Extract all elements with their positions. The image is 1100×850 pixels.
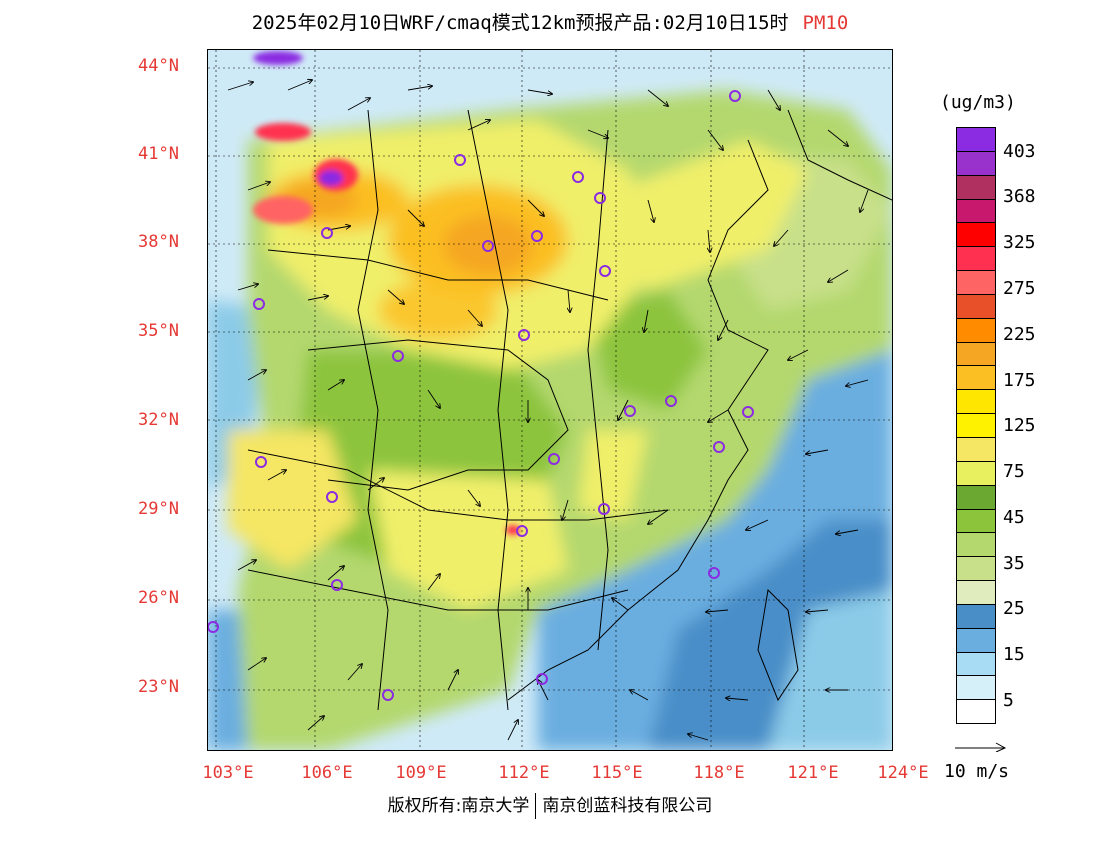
- lon-label-106: 106°E: [301, 763, 353, 783]
- colorbar-label: 45: [1003, 507, 1025, 528]
- lon-label-115: 115°E: [591, 763, 643, 783]
- colorbar-swatch: [957, 676, 995, 701]
- lat-label-41: 41°N: [138, 144, 179, 164]
- lat-label-23: 23°N: [138, 677, 179, 697]
- title-main: 2025年02月10日WRF/cmaq模式12km预报产品:02月10日15时: [251, 12, 789, 34]
- colorbar-swatch: [957, 700, 995, 724]
- colorbar-swatch: [957, 128, 995, 152]
- colorbar-label: 403: [1003, 141, 1036, 162]
- colorbar-swatch: [957, 437, 995, 462]
- colorbar-swatch: [957, 247, 995, 272]
- colorbar-label: 75: [1003, 461, 1025, 482]
- map-canvas: [208, 50, 892, 750]
- lon-label-118: 118°E: [693, 763, 745, 783]
- colorbar-label: 225: [1003, 324, 1036, 345]
- copyright-left: 版权所有:南京大学: [387, 796, 530, 816]
- colorbar-label: 325: [1003, 232, 1036, 253]
- colorbar-swatch: [957, 414, 995, 438]
- colorbar-swatch: [957, 390, 995, 415]
- colorbar-label: 125: [1003, 415, 1036, 436]
- lat-label-44: 44°N: [138, 56, 179, 76]
- map-title: 2025年02月10日WRF/cmaq模式12km预报产品:02月10日15时 P…: [0, 8, 1100, 35]
- copyright-footer: 版权所有:南京大学 南京创蓝科技有限公司: [0, 791, 1100, 819]
- colorbar: [956, 127, 996, 724]
- colorbar-unit: (ug/m3): [940, 92, 1016, 113]
- colorbar-label: 15: [1003, 644, 1025, 665]
- colorbar-swatch: [957, 199, 995, 224]
- colorbar-swatch: [957, 485, 995, 510]
- colorbar-swatch: [957, 175, 995, 200]
- pollutant-label: PM10: [802, 12, 849, 34]
- colorbar-label: 5: [1003, 690, 1014, 711]
- city-stations: [208, 90, 754, 701]
- lat-label-38: 38°N: [138, 232, 179, 252]
- colorbar-label: 35: [1003, 553, 1025, 574]
- wind-reference-label: 10 m/s: [944, 761, 1010, 782]
- lat-label-29: 29°N: [138, 499, 179, 519]
- wind-reference-arrow: [955, 742, 1007, 752]
- footer-divider: [535, 793, 537, 819]
- lon-label-124: 124°E: [877, 763, 929, 783]
- lon-label-103: 103°E: [202, 763, 254, 783]
- colorbar-swatch: [957, 581, 995, 605]
- colorbar-swatch: [957, 151, 995, 176]
- colorbar-swatch: [957, 461, 995, 486]
- colorbar-swatch: [957, 652, 995, 677]
- wind-vectors: [227, 80, 869, 741]
- colorbar-swatch: [957, 223, 995, 248]
- colorbar-swatch: [957, 271, 995, 295]
- lat-label-35: 35°N: [138, 321, 179, 341]
- colorbar-swatch: [957, 604, 995, 629]
- colorbar-swatch: [957, 628, 995, 653]
- lon-label-112: 112°E: [498, 763, 550, 783]
- colorbar-swatch: [957, 366, 995, 391]
- colorbar-label: 175: [1003, 370, 1036, 391]
- lon-label-121: 121°E: [787, 763, 839, 783]
- lat-label-26: 26°N: [138, 588, 179, 608]
- pm10-peaks: [253, 51, 520, 535]
- lat-label-32: 32°N: [138, 410, 179, 430]
- colorbar-label: 275: [1003, 278, 1036, 299]
- copyright-right: 南京创蓝科技有限公司: [542, 796, 713, 816]
- colorbar-swatch: [957, 294, 995, 319]
- colorbar-label: 368: [1003, 186, 1036, 207]
- colorbar-swatch: [957, 533, 995, 558]
- colorbar-label: 25: [1003, 598, 1025, 619]
- colorbar-swatch: [957, 509, 995, 534]
- pm10-forecast-map: [207, 49, 893, 751]
- lon-label-109: 109°E: [395, 763, 447, 783]
- colorbar-swatch: [957, 557, 995, 582]
- boundaries: [247, 109, 892, 711]
- colorbar-swatch: [957, 342, 995, 367]
- colorbar-swatch: [957, 318, 995, 343]
